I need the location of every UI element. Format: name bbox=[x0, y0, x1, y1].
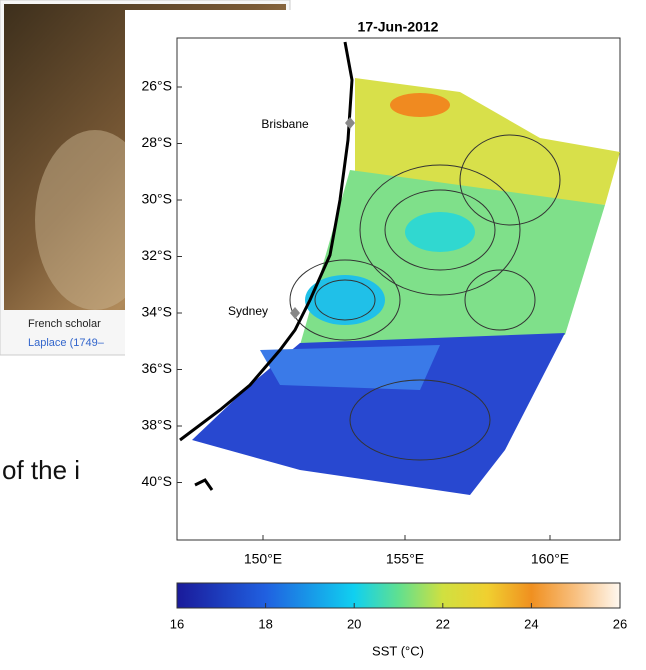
latitude-tick-label: 32°S bbox=[141, 247, 172, 263]
longitude-tick-label: 160°E bbox=[531, 551, 569, 567]
longitude-tick-label: 150°E bbox=[244, 551, 282, 567]
place-label: Brisbane bbox=[261, 117, 309, 131]
latitude-tick-label: 36°S bbox=[141, 360, 172, 376]
colorbar bbox=[176, 582, 621, 609]
place-label: Sydney bbox=[228, 304, 268, 318]
caption-link[interactable]: Laplace (1749– bbox=[28, 337, 105, 349]
colorbar-tick-label: 22 bbox=[436, 616, 450, 631]
colorbar-tick-label: 24 bbox=[524, 616, 538, 631]
latitude-tick-label: 40°S bbox=[141, 473, 172, 489]
city-marker bbox=[345, 117, 355, 129]
latitude-tick-label: 28°S bbox=[141, 134, 172, 150]
colorbar-label: SST (°C) bbox=[372, 643, 424, 658]
latitude-tick-label: 38°S bbox=[141, 417, 172, 433]
coastline bbox=[194, 478, 214, 491]
body-text: of the i bbox=[2, 455, 80, 485]
colorbar-tick-label: 20 bbox=[347, 616, 361, 631]
city-marker bbox=[290, 307, 300, 319]
latitude-tick-label: 34°S bbox=[141, 304, 172, 320]
colorbar-tick-label: 18 bbox=[258, 616, 272, 631]
figure-title: 17-Jun-2012 bbox=[358, 19, 439, 35]
latitude-tick-label: 26°S bbox=[141, 78, 172, 94]
sst-field bbox=[192, 78, 620, 495]
map-frame bbox=[176, 37, 621, 541]
latitude-tick-label: 30°S bbox=[141, 191, 172, 207]
caption-line: French scholar bbox=[28, 318, 101, 330]
colorbar-tick-label: 16 bbox=[170, 616, 184, 631]
colorbar-tick-label: 26 bbox=[613, 616, 627, 631]
longitude-tick-label: 155°E bbox=[386, 551, 424, 567]
